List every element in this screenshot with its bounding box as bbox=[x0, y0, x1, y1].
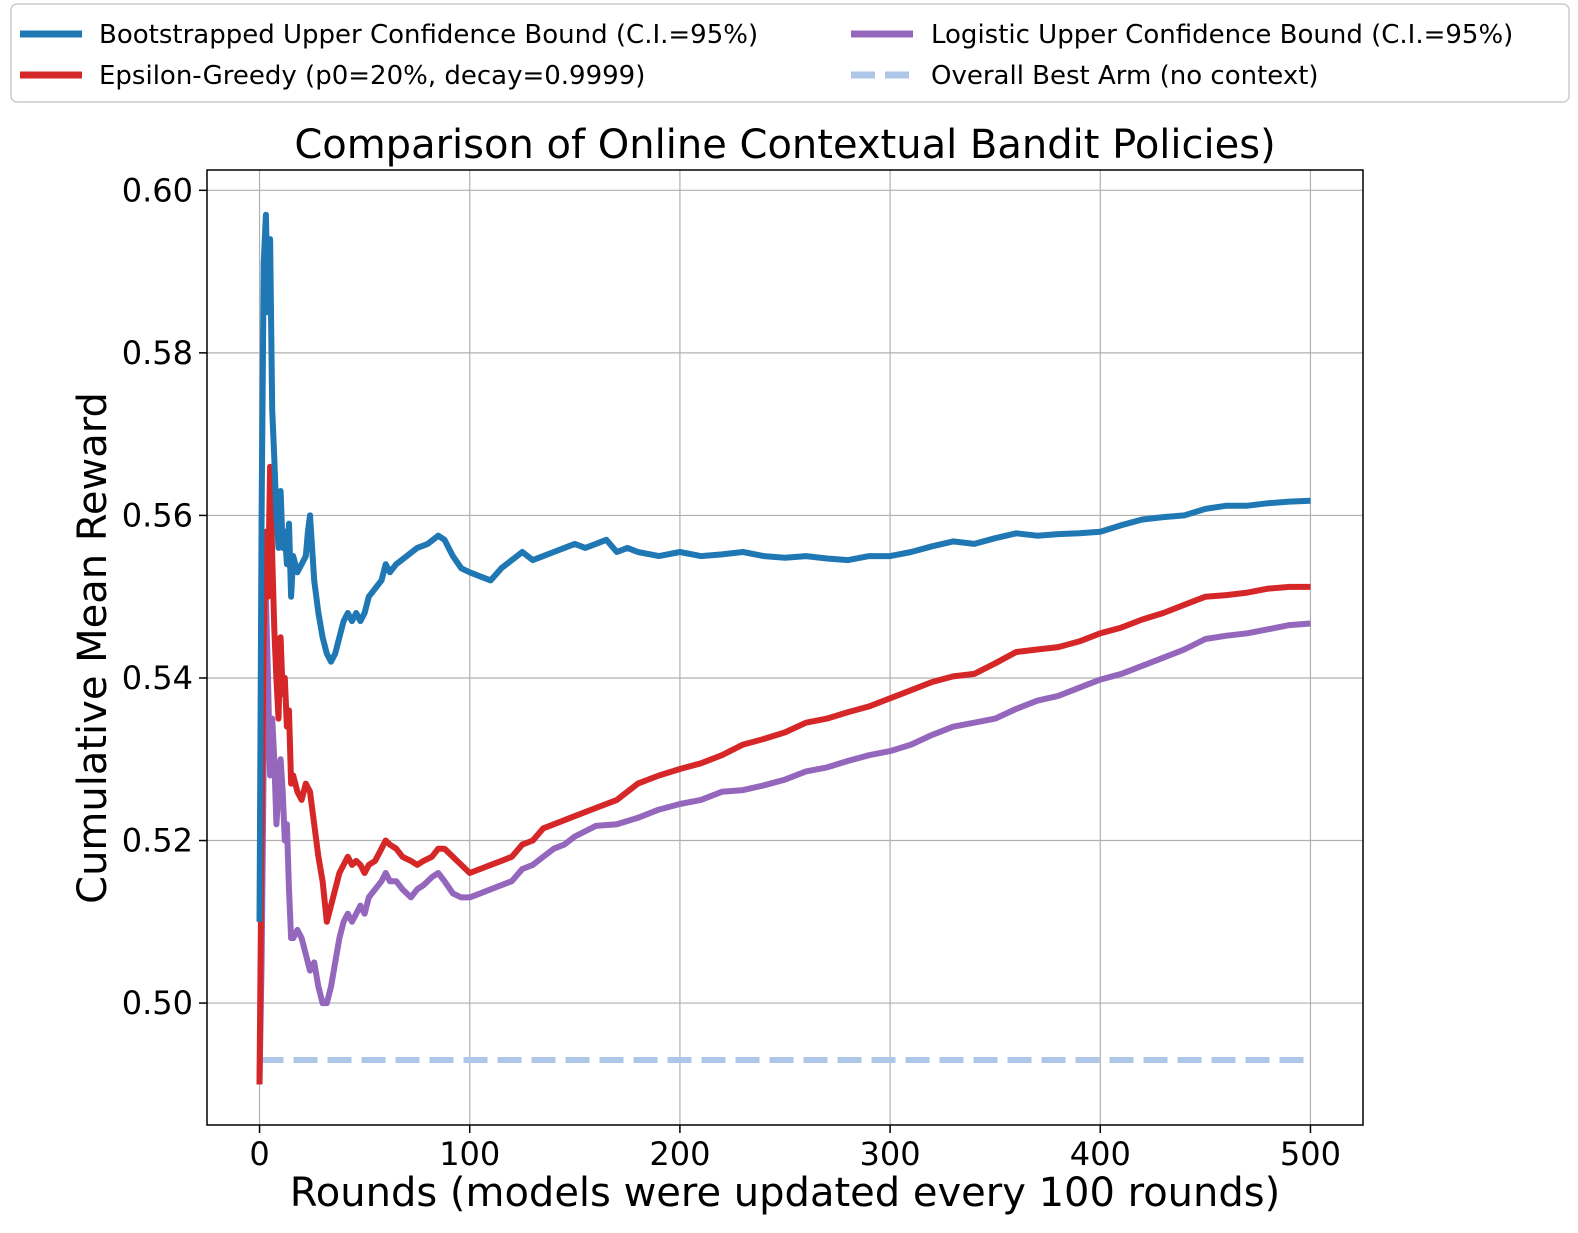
x-tick-label: 100 bbox=[439, 1135, 500, 1173]
legend-label-bootstrapped-ucb: Bootstrapped Upper Confidence Bound (C.I… bbox=[99, 20, 758, 50]
legend: Bootstrapped Upper Confidence Bound (C.I… bbox=[10, 3, 1570, 103]
y-tick-label: 0.56 bbox=[122, 496, 193, 534]
x-tick-label: 400 bbox=[1070, 1135, 1131, 1173]
legend-box bbox=[10, 3, 1570, 103]
x-tick-label: 0 bbox=[249, 1135, 269, 1173]
x-ticks: 0 100 200 300 400 500 bbox=[249, 1125, 1341, 1173]
plot-frame bbox=[206, 169, 1364, 1126]
y-tick-label: 0.50 bbox=[122, 984, 193, 1022]
legend-entry-bootstrapped-ucb: Bootstrapped Upper Confidence Bound (C.I… bbox=[20, 20, 758, 50]
x-tick-label: 500 bbox=[1280, 1135, 1341, 1173]
x-tick-label: 200 bbox=[649, 1135, 710, 1173]
legend-entry-epsilon-greedy: Epsilon-Greedy (p0=20%, decay=0.9999) bbox=[20, 61, 645, 91]
legend-label-logistic-ucb: Logistic Upper Confidence Bound (C.I.=95… bbox=[931, 20, 1513, 50]
series-line-bootstrapped-upper-confidence-bound-c-i-95 bbox=[256, 211, 1311, 922]
legend-label-epsilon-greedy: Epsilon-Greedy (p0=20%, decay=0.9999) bbox=[99, 61, 645, 91]
chart-title: Comparison of Online Contextual Bandit P… bbox=[294, 122, 1275, 168]
x-tick-label: 300 bbox=[860, 1135, 921, 1173]
plot-series bbox=[256, 211, 1311, 1085]
x-axis-label: Rounds (models were updated every 100 ro… bbox=[290, 1170, 1280, 1216]
legend-entry-overall-best-arm: Overall Best Arm (no context) bbox=[851, 61, 1319, 91]
legend-label-overall-best-arm: Overall Best Arm (no context) bbox=[931, 61, 1319, 91]
series-line-logistic-upper-confidence-bound-c-i-95 bbox=[256, 593, 1311, 1085]
legend-entry-logistic-ucb: Logistic Upper Confidence Bound (C.I.=95… bbox=[851, 20, 1513, 50]
y-tick-label: 0.52 bbox=[122, 822, 193, 860]
y-ticks: 0.50 0.52 0.54 0.56 0.58 0.60 bbox=[122, 171, 207, 1022]
y-tick-label: 0.60 bbox=[122, 171, 193, 209]
y-axis-label: Cumulative Mean Reward bbox=[70, 392, 116, 904]
series-line-epsilon-greedy-p0-20-decay-0-9999 bbox=[256, 463, 1311, 1085]
y-tick-label: 0.58 bbox=[122, 334, 193, 372]
y-tick-label: 0.54 bbox=[122, 659, 193, 697]
